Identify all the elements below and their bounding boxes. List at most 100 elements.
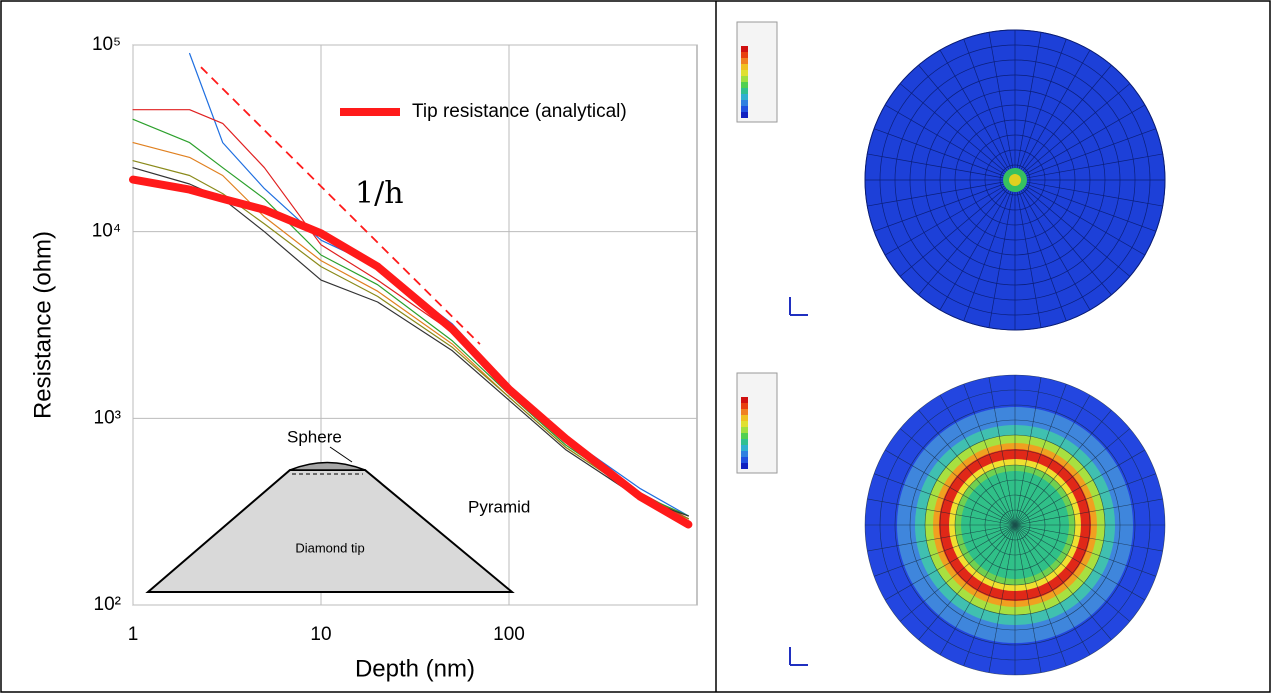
legend-cell — [741, 421, 748, 427]
mesh-spoke — [873, 179, 1016, 232]
legend-cell — [741, 112, 748, 118]
mesh-spoke — [1014, 179, 1131, 277]
mesh-spoke — [1014, 524, 1112, 641]
mesh-spoke — [873, 524, 1016, 577]
legend-label: Tip resistance (analytical) — [412, 101, 627, 122]
mesh-spoke — [1014, 409, 1112, 526]
mesh-spoke — [1014, 38, 1067, 181]
legend-cell — [741, 52, 748, 58]
legend-cell — [741, 106, 748, 112]
mesh-spoke — [939, 394, 1016, 526]
mesh-spoke — [1014, 179, 1157, 232]
mesh-spoke — [1014, 83, 1131, 181]
legend-cell — [741, 397, 748, 403]
mesh-spoke — [1014, 179, 1067, 322]
axis-triad — [789, 297, 808, 316]
legend-cell — [741, 88, 748, 94]
legend-cell — [741, 457, 748, 463]
mesh-spoke — [884, 524, 1016, 601]
hot-spot-core — [1009, 174, 1021, 186]
mesh-spoke — [1014, 524, 1146, 601]
x-tick-label: 10 — [310, 624, 331, 645]
mesh-spoke — [1014, 524, 1163, 552]
mesh-spoke — [918, 409, 1016, 526]
mesh-spoke — [1014, 179, 1042, 328]
mesh-spoke — [1014, 524, 1042, 673]
mesh-spoke — [1014, 49, 1091, 181]
mesh-spoke — [988, 524, 1016, 673]
mesh-spoke — [867, 498, 1016, 526]
mesh-spoke — [939, 179, 1016, 311]
legend-cell — [741, 427, 748, 433]
mesh-spoke — [1014, 128, 1157, 181]
legend-cell — [741, 445, 748, 451]
mesh-spoke — [884, 104, 1016, 181]
y-tick-label: 10⁵ — [92, 34, 121, 55]
legend-cell — [741, 46, 748, 52]
mesh-spoke — [1014, 179, 1163, 207]
mesh-spoke — [899, 83, 1016, 181]
y-axis-label: Resistance (ohm) — [29, 231, 56, 419]
mesh-spoke — [1014, 153, 1163, 181]
legend-cell — [741, 451, 748, 457]
mesh-spoke — [963, 38, 1016, 181]
mesh-spoke — [1014, 179, 1146, 256]
y-tick-label: 10³ — [94, 407, 121, 428]
legend-cell — [741, 439, 748, 445]
tip-diagram: Sphere Pyramid Diamond tip — [145, 427, 530, 593]
legend-cell — [741, 58, 748, 64]
mesh-spoke — [1014, 394, 1091, 526]
mesh-spoke — [1014, 524, 1131, 622]
mesh-spoke — [1014, 524, 1091, 656]
mesh-spoke — [918, 524, 1016, 641]
legend-cell — [741, 100, 748, 106]
legend-cell — [741, 409, 748, 415]
measured-line — [132, 160, 689, 520]
axis-triad — [789, 647, 808, 666]
mesh-spoke — [939, 524, 1016, 656]
mesh-spoke — [963, 383, 1016, 526]
mesh-spoke — [899, 179, 1016, 277]
mesh-spoke — [1014, 428, 1131, 526]
legend-cell — [741, 70, 748, 76]
leader-line — [329, 446, 353, 463]
mesh-spoke — [1014, 473, 1157, 526]
mesh-spoke — [1014, 449, 1146, 526]
pyramid-label: Pyramid — [468, 497, 530, 516]
reference-line — [200, 66, 481, 345]
mesh-spoke — [899, 428, 1016, 526]
legend-cell — [741, 415, 748, 421]
mesh-spoke — [918, 64, 1016, 181]
y-tick-label: 10² — [94, 594, 121, 615]
mesh-spoke — [867, 524, 1016, 552]
x-tick-label: 1 — [128, 624, 139, 645]
fem-bottom — [736, 372, 1166, 676]
mesh-spoke — [867, 153, 1016, 181]
sphere-label: Sphere — [287, 427, 342, 446]
mesh-spoke — [1014, 179, 1112, 296]
mesh-spoke — [1014, 498, 1163, 526]
legend-cell — [741, 82, 748, 88]
mesh-spoke — [988, 377, 1016, 526]
mesh-spoke — [884, 179, 1016, 256]
mesh-spoke — [873, 473, 1016, 526]
mesh-spoke — [867, 179, 1016, 207]
mesh-spoke — [963, 179, 1016, 322]
mesh-spoke — [1014, 104, 1146, 181]
mesh-spoke — [1014, 377, 1042, 526]
tip-label: Diamond tip — [295, 540, 364, 555]
mesh-spoke — [988, 32, 1016, 181]
reference-label: 1/h — [355, 176, 404, 211]
mesh-spoke — [939, 49, 1016, 181]
x-tick-label: 100 — [493, 624, 525, 645]
legend-cell — [741, 433, 748, 439]
mesh-spoke — [899, 524, 1016, 622]
mesh-spoke — [884, 449, 1016, 526]
legend-cell — [741, 403, 748, 409]
mesh-spoke — [1014, 383, 1067, 526]
legend-cell — [741, 94, 748, 100]
legend-cell — [741, 463, 748, 469]
